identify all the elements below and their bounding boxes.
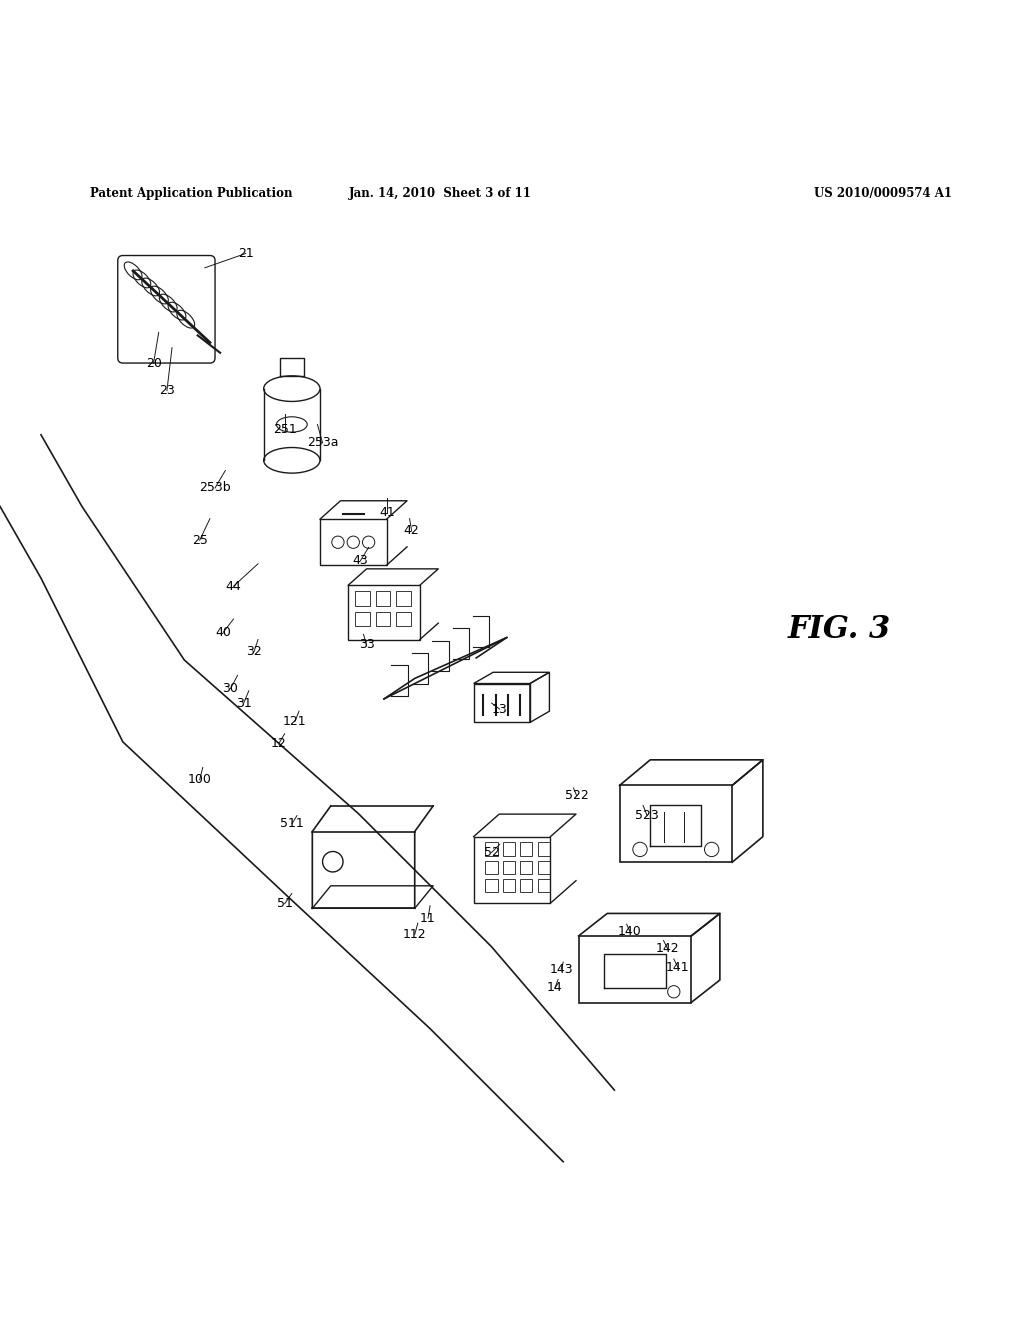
Text: 13: 13 xyxy=(492,702,508,715)
Bar xyxy=(503,842,515,855)
Text: 523: 523 xyxy=(635,809,659,822)
Bar xyxy=(376,612,390,626)
Text: 43: 43 xyxy=(352,554,369,568)
Bar xyxy=(503,861,515,874)
Bar xyxy=(355,612,370,626)
Bar xyxy=(538,879,550,892)
Text: 31: 31 xyxy=(236,697,252,710)
Bar xyxy=(538,861,550,874)
Text: US 2010/0009574 A1: US 2010/0009574 A1 xyxy=(814,187,952,199)
Text: 511: 511 xyxy=(280,817,304,830)
Text: 30: 30 xyxy=(222,682,239,696)
Text: 100: 100 xyxy=(187,774,212,787)
Text: 25: 25 xyxy=(191,533,208,546)
Text: 21: 21 xyxy=(238,247,254,260)
Text: 32: 32 xyxy=(246,645,262,659)
Bar xyxy=(503,879,515,892)
Bar xyxy=(396,591,411,606)
Bar xyxy=(538,842,550,855)
Text: Patent Application Publication: Patent Application Publication xyxy=(90,187,293,199)
Text: 143: 143 xyxy=(549,962,573,975)
Text: 33: 33 xyxy=(358,638,375,651)
Text: 23: 23 xyxy=(159,384,175,397)
Bar xyxy=(520,861,532,874)
Text: FIG. 3: FIG. 3 xyxy=(788,614,891,644)
Bar xyxy=(520,842,532,855)
Text: 251: 251 xyxy=(272,424,297,436)
Text: 11: 11 xyxy=(420,912,436,924)
Text: 42: 42 xyxy=(403,524,420,537)
Text: 522: 522 xyxy=(564,788,589,801)
Text: 14: 14 xyxy=(547,981,563,994)
Text: 52: 52 xyxy=(483,846,500,859)
Text: 40: 40 xyxy=(215,626,231,639)
Text: 141: 141 xyxy=(666,961,690,974)
Bar xyxy=(355,591,370,606)
Bar xyxy=(485,879,498,892)
Text: 142: 142 xyxy=(655,942,680,956)
Text: 20: 20 xyxy=(145,356,162,370)
Text: Jan. 14, 2010  Sheet 3 of 11: Jan. 14, 2010 Sheet 3 of 11 xyxy=(349,187,531,199)
Text: 44: 44 xyxy=(225,579,242,593)
Text: 253a: 253a xyxy=(307,437,338,449)
Bar xyxy=(376,591,390,606)
Bar xyxy=(396,612,411,626)
Bar xyxy=(485,842,498,855)
Bar xyxy=(520,879,532,892)
Text: 112: 112 xyxy=(402,928,427,941)
Text: 51: 51 xyxy=(276,898,293,911)
Text: 140: 140 xyxy=(617,925,642,937)
Bar xyxy=(485,861,498,874)
Text: 121: 121 xyxy=(283,715,307,727)
Text: 253b: 253b xyxy=(200,482,230,495)
Text: 12: 12 xyxy=(270,738,287,751)
Text: 41: 41 xyxy=(379,506,395,519)
